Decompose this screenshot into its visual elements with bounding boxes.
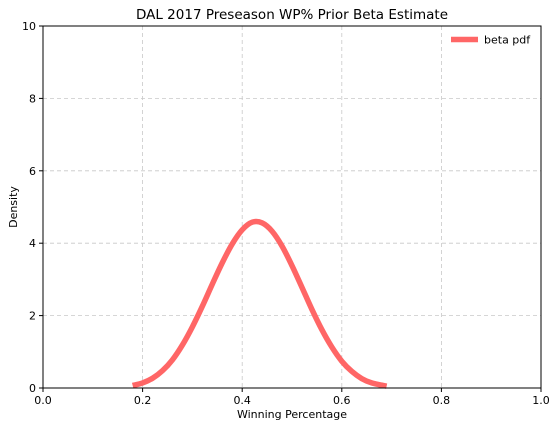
x-tick-label: 1.0	[532, 394, 550, 407]
x-tick-label: 0.2	[134, 394, 152, 407]
x-tick-label: 0.8	[433, 394, 451, 407]
y-tick-label: 2	[29, 310, 36, 323]
y-tick-label: 8	[29, 92, 36, 105]
y-tick-label: 6	[29, 165, 36, 178]
y-tick-label: 0	[29, 382, 36, 395]
x-axis-label: Winning Percentage	[237, 408, 347, 421]
y-axis-label: Density	[7, 186, 20, 228]
legend-label-beta-pdf: beta pdf	[484, 34, 531, 47]
y-tick-label: 4	[29, 237, 36, 250]
x-tick-label: 0.4	[233, 394, 251, 407]
x-tick-label: 0.6	[333, 394, 351, 407]
x-tick-label: 0.0	[34, 394, 52, 407]
y-tick-label: 10	[22, 20, 36, 33]
chart-title: DAL 2017 Preseason WP% Prior Beta Estima…	[136, 7, 448, 23]
